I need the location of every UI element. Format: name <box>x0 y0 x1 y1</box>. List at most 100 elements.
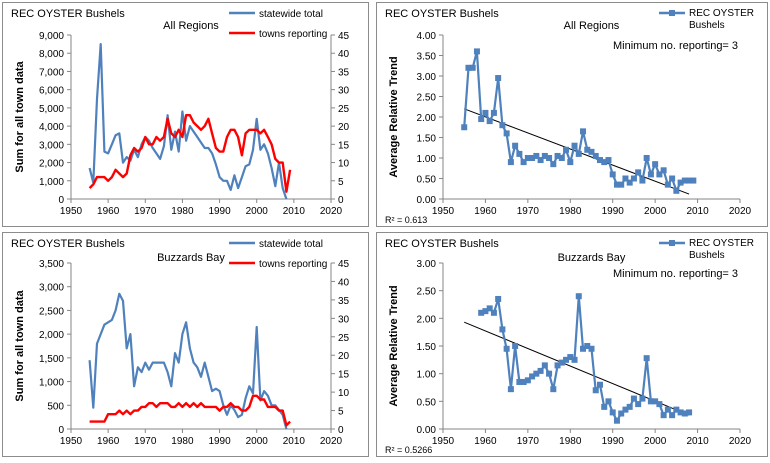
data-point <box>673 406 680 413</box>
y-tick-label: 3.00 <box>417 259 437 270</box>
corner-label: REC OYSTER Bushels <box>385 8 499 20</box>
y2-tick-label: 25 <box>338 104 350 115</box>
data-point <box>524 377 531 384</box>
y-tick-label: 9,000 <box>39 31 64 42</box>
data-point <box>571 142 578 149</box>
data-point <box>673 187 680 194</box>
y-tick-label: 0 <box>58 425 64 436</box>
data-point <box>601 159 608 166</box>
data-point <box>613 417 620 424</box>
corner-label: REC OYSTER Bushels <box>11 8 125 20</box>
chart-panel-all-regions-trend: REC OYSTER Bushels All Regions 0.00 0.50 1.0… <box>376 2 768 227</box>
data-point <box>486 305 493 312</box>
y2-tick-label: 20 <box>338 122 350 133</box>
y-axis-label: Sum for all town data <box>14 61 26 173</box>
data-point <box>533 152 540 159</box>
data-point <box>537 367 544 374</box>
data-point <box>550 161 557 168</box>
x-tick-label: 1980 <box>559 436 582 447</box>
data-point <box>541 152 548 159</box>
y-tick-label: 2,000 <box>39 330 64 341</box>
data-point <box>575 150 582 157</box>
y2-tick-label: 5 <box>338 177 344 188</box>
x-tick-label: 1990 <box>602 436 625 447</box>
chart-title: Buzzards Bay <box>157 252 225 264</box>
data-point <box>482 308 489 315</box>
x-tick-label: 1990 <box>208 206 231 217</box>
data-point <box>554 152 561 159</box>
data-point <box>664 406 671 413</box>
data-point <box>512 343 519 349</box>
y-tick-label: 2.50 <box>417 287 437 298</box>
y2-tick-label: 30 <box>338 314 350 325</box>
x-tick-label: 2000 <box>246 436 269 447</box>
x-tick-label: 1960 <box>97 206 120 217</box>
data-point <box>656 401 663 408</box>
data-point <box>567 354 574 361</box>
data-point <box>580 345 587 352</box>
data-point <box>478 116 485 123</box>
y-tick-label: 3,000 <box>39 283 64 294</box>
data-point <box>482 109 489 116</box>
y-tick-label: 0.00 <box>417 195 437 206</box>
y-tick-label: 4.00 <box>417 31 437 42</box>
y-tick-label: 2.00 <box>417 113 437 124</box>
data-point <box>647 398 654 405</box>
data-point <box>681 410 688 417</box>
y-tick-label: 1.00 <box>417 370 437 381</box>
series-line-0 <box>88 42 288 200</box>
x-tick-label: 1980 <box>171 436 194 447</box>
x-tick-label: 1970 <box>134 206 157 217</box>
data-point <box>507 159 514 166</box>
min-reporting-annotation: Minimum no. reporting= 3 <box>613 268 738 280</box>
data-point <box>486 118 493 125</box>
y-tick-label: 1.00 <box>417 154 437 165</box>
data-point <box>622 175 629 182</box>
data-point <box>677 409 684 416</box>
data-point <box>669 412 676 419</box>
y-tick-label: 0 <box>58 195 64 206</box>
y2-tick-label: 0 <box>338 425 344 436</box>
y2-tick-label: 25 <box>338 333 350 344</box>
y-tick-label: 7,000 <box>39 67 64 78</box>
data-point <box>681 177 688 184</box>
x-tick-label: 1970 <box>517 436 540 447</box>
y-tick-label: 1.50 <box>417 134 437 145</box>
data-point <box>567 159 574 166</box>
x-tick-label: 1970 <box>134 436 157 447</box>
data-point <box>618 181 625 188</box>
x-tick-label: 2000 <box>644 436 667 447</box>
y2-tick-label: 15 <box>338 370 350 381</box>
chart-svg: REC OYSTER Bushels Buzzards Bay 0.00 0.50 1.… <box>385 238 754 455</box>
x-tick-label: 1990 <box>208 436 231 447</box>
legend-label: statewide total <box>259 9 323 20</box>
data-point <box>652 161 659 168</box>
data-point <box>622 406 629 413</box>
data-point <box>520 378 527 385</box>
y-axis-label: Average Relative Trend <box>388 285 400 406</box>
y-tick-label: 3.00 <box>417 72 437 83</box>
r-squared-label: R² = 0.613 <box>385 215 427 225</box>
data-point <box>495 295 502 302</box>
data-point <box>596 381 603 388</box>
data-point <box>478 309 485 316</box>
data-point <box>660 167 667 174</box>
y2-tick-label: 5 <box>338 407 344 418</box>
y2-tick-label: 40 <box>338 49 350 60</box>
data-point <box>635 169 642 176</box>
data-point <box>630 395 637 402</box>
data-point <box>647 171 654 178</box>
data-point <box>618 410 625 417</box>
data-point <box>601 403 608 410</box>
x-tick-label: 2010 <box>686 206 709 217</box>
data-point <box>690 177 697 184</box>
y2-tick-label: 15 <box>338 140 350 151</box>
legend-marker <box>669 10 675 16</box>
y2-tick-label: 40 <box>338 277 350 288</box>
data-point <box>677 179 684 186</box>
data-point <box>588 345 595 352</box>
data-point <box>643 355 650 362</box>
y-tick-label: 5,000 <box>39 104 64 115</box>
y2-tick-label: 10 <box>338 159 350 170</box>
x-tick-label: 1950 <box>432 206 455 217</box>
